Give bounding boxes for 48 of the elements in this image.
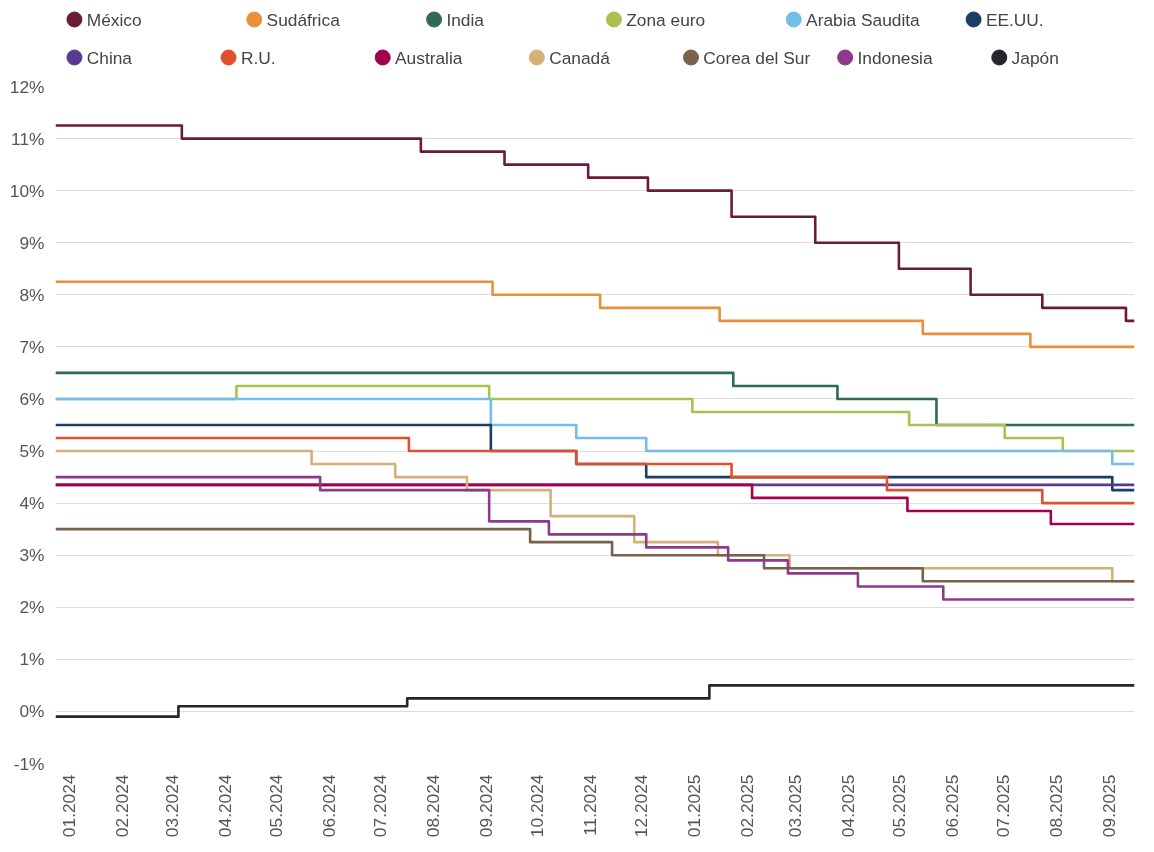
legend-label: Japón xyxy=(1011,47,1059,68)
y-tick-label: 6% xyxy=(19,388,45,409)
x-tick-label: 10.2024 xyxy=(526,774,547,838)
y-tick-label: 5% xyxy=(19,441,45,462)
y-tick-label: 2% xyxy=(19,597,45,618)
x-tick-label: 01.2025 xyxy=(684,774,705,838)
legend-label: R.U. xyxy=(240,47,276,68)
legend-label: EE.UU. xyxy=(985,9,1044,30)
x-tick-label: 09.2024 xyxy=(475,774,496,838)
y-tick-label: 7% xyxy=(19,336,45,357)
y-tick-label: 8% xyxy=(19,284,45,305)
y-tick-label: -1% xyxy=(13,753,45,774)
legend-label: Indonesia xyxy=(857,47,933,68)
x-tick-label: 04.2024 xyxy=(214,774,235,838)
y-tick-label: 12% xyxy=(9,76,45,97)
x-tick-label: 03.2024 xyxy=(161,774,182,838)
legend-label: Canadá xyxy=(549,47,611,68)
x-tick-label: 06.2025 xyxy=(941,774,962,838)
x-tick-label: 03.2025 xyxy=(784,774,805,838)
legend-label: Arabia Saudita xyxy=(806,9,921,30)
legend-label: Zona euro xyxy=(626,9,706,30)
legend-label: Sudáfrica xyxy=(266,9,341,30)
x-tick-label: 08.2025 xyxy=(1045,774,1066,838)
y-tick-label: 9% xyxy=(19,232,45,253)
y-tick-label: 4% xyxy=(19,493,45,514)
legend-label: México xyxy=(86,9,142,30)
y-tick-label: 1% xyxy=(19,649,45,670)
x-tick-label: 07.2025 xyxy=(993,774,1014,838)
x-tick-label: 05.2025 xyxy=(888,774,909,838)
x-tick-label: 08.2024 xyxy=(422,774,443,838)
x-tick-label: 11.2024 xyxy=(579,774,600,836)
x-tick-label: 04.2025 xyxy=(837,774,858,838)
legend-label: Corea del Sur xyxy=(703,47,811,68)
legend-label: China xyxy=(86,47,133,68)
y-tick-label: 10% xyxy=(9,180,45,201)
x-tick-label: 12.2024 xyxy=(631,774,652,838)
x-tick-label: 09.2025 xyxy=(1098,774,1119,838)
x-tick-label: 05.2024 xyxy=(265,774,286,838)
x-tick-label: 02.2024 xyxy=(112,774,133,838)
x-tick-label: 07.2024 xyxy=(369,774,390,838)
y-tick-label: 0% xyxy=(19,701,45,722)
y-tick-label: 3% xyxy=(19,545,45,566)
x-tick-label: 01.2024 xyxy=(59,774,80,838)
y-tick-label: 11% xyxy=(11,128,45,149)
legend-label: India xyxy=(446,9,485,30)
x-tick-label: 02.2025 xyxy=(736,774,757,838)
x-tick-label: 06.2024 xyxy=(318,774,339,838)
legend-label: Australia xyxy=(395,47,463,68)
